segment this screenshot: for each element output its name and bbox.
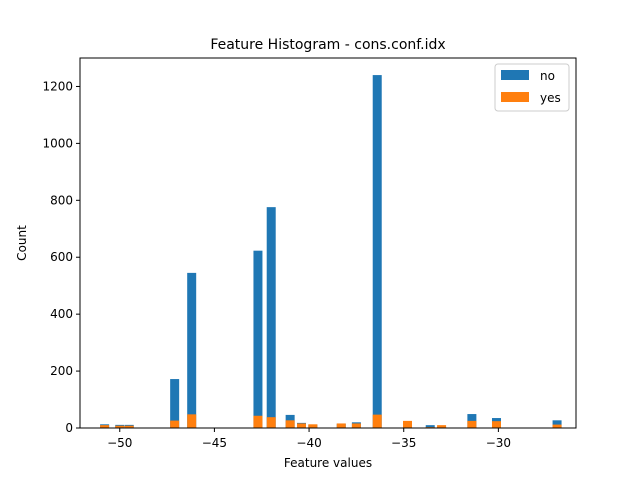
x-axis-label: Feature values: [284, 456, 372, 470]
y-tick-label: 800: [50, 193, 73, 207]
x-tick-label: −30: [486, 436, 511, 450]
bar-yes-17: [491, 421, 501, 428]
bar-yes-0: [100, 425, 110, 428]
bar-yes-6: [266, 417, 276, 428]
bar-yes-16: [467, 420, 477, 428]
y-axis-label: Count: [15, 225, 29, 261]
y-tick-label: 0: [65, 421, 73, 435]
bar-no-4: [187, 272, 197, 428]
chart-title: Feature Histogram - cons.conf.idx: [210, 37, 445, 53]
x-tick-label: −40: [296, 436, 321, 450]
bar-yes-13: [403, 420, 413, 428]
bar-yes-7: [285, 420, 295, 428]
legend-swatch-yes: [501, 92, 529, 102]
bar-no-6: [266, 207, 276, 428]
bar-yes-4: [187, 414, 197, 428]
bars-layer: [100, 75, 562, 428]
y-tick-label: 200: [50, 364, 73, 378]
x-tick-label: −45: [202, 436, 227, 450]
legend-label-no: no: [540, 69, 555, 83]
x-axis: −50 −45 −40 −35 −30: [107, 428, 511, 450]
bar-yes-10: [336, 423, 346, 428]
bar-yes-9: [308, 424, 318, 428]
bar-yes-15: [437, 425, 447, 428]
legend: no yes: [494, 63, 570, 112]
x-tick-label: −50: [107, 436, 132, 450]
bar-no-14: [425, 425, 435, 428]
bar-yes-1: [115, 425, 125, 428]
legend-swatch-no: [501, 70, 529, 80]
y-tick-label: 600: [50, 250, 73, 264]
bar-yes-18: [552, 424, 562, 428]
x-tick-label: −35: [391, 436, 416, 450]
bar-yes-2: [124, 425, 134, 428]
bar-no-18: [552, 420, 562, 428]
bar-no-12: [372, 75, 382, 428]
bar-yes-11: [351, 423, 361, 428]
y-tick-label: 1200: [42, 79, 73, 93]
bar-yes-12: [372, 414, 382, 428]
bar-no-3: [170, 379, 180, 428]
plot-frame: [79, 57, 577, 429]
y-tick-label: 400: [50, 307, 73, 321]
y-axis: 0 200 400 600 800 1000 1200: [42, 79, 80, 435]
bar-yes-3: [170, 420, 180, 428]
bar-yes-8: [297, 423, 306, 428]
y-tick-label: 1000: [42, 136, 73, 150]
legend-label-yes: yes: [540, 91, 561, 105]
bar-no-5: [253, 250, 263, 428]
bar-yes-5: [253, 415, 263, 428]
